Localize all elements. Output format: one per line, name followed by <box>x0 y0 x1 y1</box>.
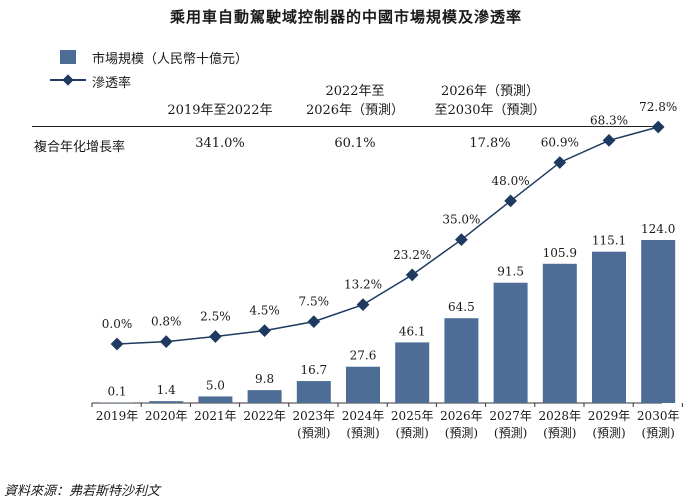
cagr-header-3: 2026年（預測） 至2030年（預測） <box>434 84 546 118</box>
x-tick-label: 2024年 <box>342 409 385 423</box>
bar-value-label: 16.7 <box>300 363 327 377</box>
x-tick-label: (預測) <box>346 426 379 440</box>
bar <box>247 390 282 403</box>
cagr-header-2: 2022年至 2026年（預測） <box>305 84 405 118</box>
cagr-value-2: 60.1% <box>334 136 376 151</box>
line-value-label: 60.9% <box>541 135 579 149</box>
line-value-label: 13.2% <box>344 278 382 292</box>
cagr-row-label: 複合年化增長率 <box>34 140 126 155</box>
line-point <box>553 156 567 169</box>
line-value-label: 0.8% <box>151 315 182 329</box>
cagr-divider <box>32 126 662 127</box>
bar-value-label: 115.1 <box>592 234 626 248</box>
x-tick-label: (預測) <box>543 426 576 440</box>
line-point <box>110 337 124 351</box>
x-tick-label: 2026年 <box>440 409 483 423</box>
legend-bar-label: 市場規模（人民幣十億元） <box>92 52 249 67</box>
x-tick-label: 2023年 <box>293 409 336 423</box>
x-tick-label: 2021年 <box>194 409 237 423</box>
cagr-value-3: 17.8% <box>469 136 511 151</box>
bar-value-label: 124.0 <box>641 222 675 236</box>
x-tick-label: (預測) <box>494 426 527 440</box>
legend-line-label: 滲透率 <box>92 76 132 91</box>
bar <box>296 381 331 403</box>
line-point <box>602 134 616 147</box>
x-tick-label: (預測) <box>445 426 478 440</box>
bar-value-label: 5.0 <box>206 378 225 392</box>
bar-value-label: 9.8 <box>255 372 274 386</box>
line-value-label: 48.0% <box>492 174 530 188</box>
bar <box>149 401 184 403</box>
cagr-value-1: 341.0% <box>195 136 245 151</box>
x-tick-label: 2019年 <box>96 409 139 423</box>
line-value-label: 35.0% <box>442 213 480 227</box>
penetration-line <box>116 126 659 345</box>
x-tick-label: (預測) <box>592 426 625 440</box>
line-point <box>159 335 173 348</box>
bar-value-label: 1.4 <box>157 383 176 397</box>
x-tick-label: 2027年 <box>489 409 532 423</box>
line-value-label: 7.5% <box>299 295 330 309</box>
bar-value-label: 27.6 <box>350 349 377 363</box>
x-tick-label: 2020年 <box>145 409 188 423</box>
bar <box>444 318 479 403</box>
x-tick-label: 2029年 <box>588 409 631 423</box>
legend-bar-swatch <box>60 50 76 64</box>
bar <box>198 396 233 403</box>
line-value-label: 23.2% <box>393 248 431 262</box>
line-value-label: 4.5% <box>249 304 280 318</box>
x-tick-label: 2030年 <box>637 409 680 423</box>
line-point <box>307 315 321 329</box>
x-tick-label: 2025年 <box>391 409 434 423</box>
line-point <box>651 120 665 134</box>
bar <box>395 342 430 403</box>
bar-value-label: 64.5 <box>448 300 475 314</box>
x-tick-label: (預測) <box>396 426 429 440</box>
line-value-label: 2.5% <box>200 310 231 324</box>
line-point <box>405 268 419 282</box>
bar <box>542 263 577 403</box>
chart-title: 乘用車自動駕駛域控制器的中國市場規模及滲透率 <box>169 8 522 26</box>
x-tick-label: (預測) <box>297 426 330 440</box>
line-point <box>209 330 222 343</box>
line-point <box>356 298 370 312</box>
line-value-label: 72.8% <box>639 100 677 114</box>
bar <box>592 251 626 403</box>
x-tick-label: 2022年 <box>243 409 286 423</box>
bar-value-label: 0.1 <box>107 385 126 399</box>
x-tick-label: (預測) <box>642 426 675 440</box>
bar-value-label: 46.1 <box>399 324 426 338</box>
line-value-label: 68.3% <box>590 113 628 127</box>
line-point <box>258 324 271 337</box>
x-tick-label: 2028年 <box>539 409 582 423</box>
line-point <box>455 233 468 247</box>
bar-value-label: 91.5 <box>497 265 524 279</box>
line-point <box>504 194 517 208</box>
bar <box>493 282 528 403</box>
source-note: 資料來源：弗若斯特沙利文 <box>4 484 161 499</box>
bar-value-label: 105.9 <box>543 246 577 260</box>
line-value-label: 0.0% <box>102 317 133 331</box>
bar <box>346 366 380 403</box>
cagr-header-1: 2019年至2022年 <box>167 103 273 118</box>
bar <box>641 240 676 403</box>
